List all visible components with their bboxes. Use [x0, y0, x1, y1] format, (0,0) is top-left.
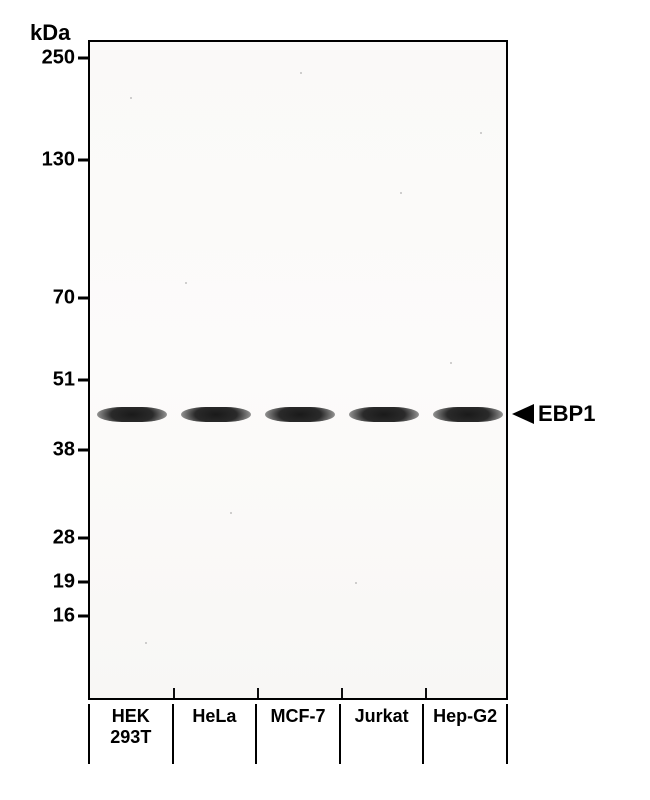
- protein-band: [433, 407, 503, 422]
- blot-membrane: [88, 40, 508, 700]
- tick-icon: [78, 379, 88, 382]
- lane-label: HEK293T: [88, 704, 172, 764]
- noise-dot: [300, 72, 302, 74]
- mw-marker-label: 130: [42, 149, 75, 172]
- mw-marker-label: 38: [53, 439, 75, 462]
- target-arrow: EBP1: [512, 401, 595, 427]
- tick-icon: [78, 615, 88, 618]
- protein-band: [181, 407, 251, 422]
- mw-marker: 70: [53, 287, 88, 310]
- mw-marker: 19: [53, 571, 88, 594]
- lane-label: MCF-7: [255, 704, 339, 764]
- lane-separator: [173, 688, 175, 700]
- noise-dot: [355, 582, 357, 584]
- lane-label: Jurkat: [339, 704, 423, 764]
- molecular-weight-axis: 250 130 70 51 38 28 19 16: [30, 20, 88, 700]
- arrow-left-icon: [512, 404, 534, 424]
- noise-dot: [480, 132, 482, 134]
- mw-marker-label: 28: [53, 527, 75, 550]
- lane-label: HeLa: [172, 704, 256, 764]
- noise-dot: [185, 282, 187, 284]
- tick-icon: [78, 449, 88, 452]
- protein-band: [265, 407, 335, 422]
- tick-icon: [78, 537, 88, 540]
- noise-dot: [230, 512, 232, 514]
- protein-band: [349, 407, 419, 422]
- lane-separator: [257, 688, 259, 700]
- tick-icon: [78, 297, 88, 300]
- mw-marker-label: 250: [42, 47, 75, 70]
- mw-marker: 38: [53, 439, 88, 462]
- mw-marker: 28: [53, 527, 88, 550]
- noise-dot: [130, 97, 132, 99]
- noise-dot: [450, 362, 452, 364]
- noise-dot: [400, 192, 402, 194]
- mw-marker: 130: [42, 149, 88, 172]
- noise-dot: [145, 642, 147, 644]
- tick-icon: [78, 57, 88, 60]
- lane-separator: [341, 688, 343, 700]
- mw-marker-label: 70: [53, 287, 75, 310]
- mw-marker: 16: [53, 605, 88, 628]
- protein-band: [97, 407, 167, 422]
- mw-marker: 51: [53, 369, 88, 392]
- western-blot-figure: kDa 250130705138281916 EBP1 HEK293THeLaM…: [30, 20, 620, 780]
- tick-icon: [78, 159, 88, 162]
- mw-marker: 250: [42, 47, 88, 70]
- lane-label: Hep-G2: [422, 704, 508, 764]
- lane-labels-row: HEK293THeLaMCF-7JurkatHep-G2: [88, 704, 508, 764]
- mw-marker-label: 51: [53, 369, 75, 392]
- mw-marker-label: 19: [53, 571, 75, 594]
- tick-icon: [78, 581, 88, 584]
- mw-marker-label: 16: [53, 605, 75, 628]
- lane-separator: [425, 688, 427, 700]
- target-label: EBP1: [538, 401, 595, 427]
